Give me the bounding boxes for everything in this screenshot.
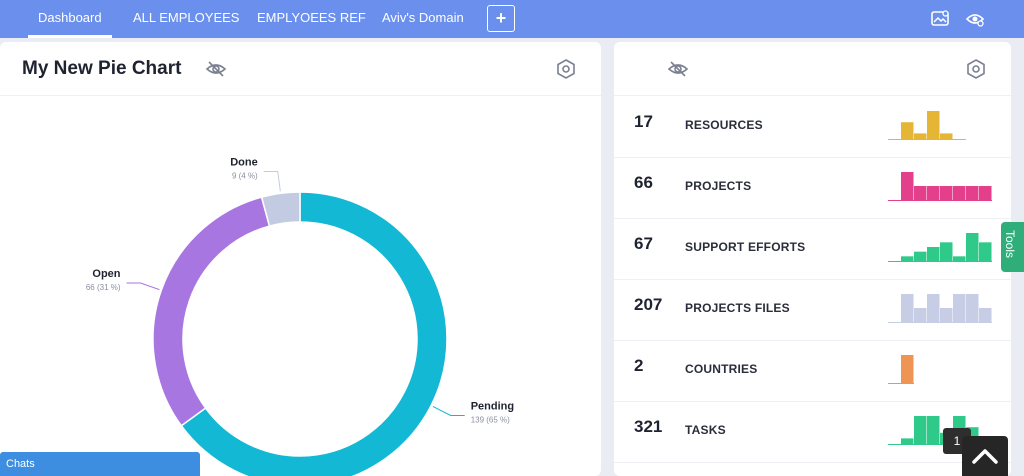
spark-bar — [914, 186, 927, 200]
spark-bar — [901, 438, 914, 444]
spark-bar — [927, 294, 940, 322]
spark-bar — [979, 242, 992, 261]
stat-row-projects-files[interactable]: 207 PROJECTS FILES — [614, 280, 1011, 341]
stat-count: 17 — [634, 112, 653, 131]
spark-bar — [914, 251, 927, 261]
slice-label-pending: Pending — [471, 401, 514, 413]
spark-bar — [914, 308, 927, 322]
spark-bar — [901, 355, 914, 383]
tab-dashboard[interactable]: Dashboard — [28, 0, 112, 38]
settings-hex-icon[interactable] — [555, 58, 577, 80]
slice-done[interactable] — [260, 191, 301, 227]
stat-label: COUNTRIES — [685, 362, 758, 376]
scroll-top-button[interactable] — [962, 436, 1008, 476]
add-tab-button[interactable]: + — [487, 5, 515, 32]
tab-emplyoees-ref[interactable]: EMPLYOEES REF — [257, 10, 366, 25]
stat-label: SUPPORT EFFORTS — [685, 240, 806, 254]
top-nav: Dashboard ALL EMPLOYEES EMPLYOEES REF Av… — [0, 0, 1024, 38]
settings-hex-icon[interactable] — [965, 58, 987, 80]
stats-panel-header — [614, 42, 1011, 96]
spark-bar — [927, 416, 940, 444]
stat-label: TASKS — [685, 423, 726, 437]
chevron-up-icon — [972, 449, 998, 464]
sparkline-projects — [888, 172, 992, 201]
spark-bar — [901, 122, 914, 139]
spark-bar — [979, 186, 992, 200]
slice-pending[interactable] — [180, 191, 448, 476]
stat-row-countries[interactable]: 2 COUNTRIES — [614, 341, 1011, 402]
stat-count: 321 — [634, 417, 663, 436]
stat-row-support-efforts[interactable]: 67 SUPPORT EFFORTS — [614, 219, 1011, 280]
tab-avivs-domain[interactable]: Aviv's Domain — [382, 10, 464, 25]
page-title: My New Pie Chart — [22, 58, 182, 79]
tools-tab[interactable]: Tools — [1001, 222, 1024, 272]
spark-bar — [927, 247, 940, 261]
slice-value-pending: 139 (65 %) — [471, 416, 510, 425]
sparkline-countries — [888, 355, 914, 384]
spark-bar — [940, 186, 953, 200]
leader-line-open — [126, 282, 160, 291]
spark-bar — [940, 242, 953, 261]
stat-count: 207 — [634, 295, 663, 314]
stat-row-resources[interactable]: 17 RESOURCES — [614, 97, 1011, 158]
eye-off-icon[interactable] — [205, 58, 227, 80]
slice-open[interactable] — [152, 196, 271, 427]
donut-chart: Pending 139 (65 %) Open 66 (31 %) Done 9 (4 %… — [86, 156, 514, 476]
chats-bar[interactable]: Chats — [0, 452, 200, 476]
sparkline-resources — [888, 111, 966, 140]
stat-count: 2 — [634, 356, 644, 375]
spark-bar — [953, 294, 966, 322]
eye-settings-icon[interactable] — [965, 9, 985, 29]
pie-chart-panel: My New Pie Chart Pending 139 (65 %) Open 66… — [0, 42, 601, 476]
spark-bar — [966, 186, 979, 200]
spark-bar — [979, 308, 992, 322]
leader-line-pending — [432, 406, 465, 417]
stat-count: 67 — [634, 234, 653, 253]
slice-label-done: Done — [230, 156, 258, 168]
slice-value-open: 66 (31 %) — [86, 283, 121, 292]
stat-row-projects[interactable]: 66 PROJECTS — [614, 158, 1011, 219]
spark-bar — [966, 294, 979, 322]
spark-bar — [940, 133, 953, 139]
leader-line-done — [263, 170, 281, 192]
tools-label: Tools — [1003, 230, 1017, 259]
stats-panel: 17 RESOURCES 66 PROJECTS 67 SUPPORT EFFORTS 20… — [614, 42, 1011, 476]
chats-label: Chats — [6, 458, 35, 470]
sparkline-projects-files — [888, 294, 992, 323]
spark-bar — [927, 186, 940, 200]
spark-bar — [966, 233, 979, 261]
spark-bar — [914, 133, 927, 139]
spark-bar — [940, 308, 953, 322]
sparkline-support-efforts — [888, 233, 992, 262]
stat-label: RESOURCES — [685, 118, 763, 132]
spark-bar — [953, 186, 966, 200]
image-settings-icon[interactable] — [930, 9, 950, 29]
stat-label: PROJECTS — [685, 179, 752, 193]
slice-value-done: 9 (4 %) — [232, 171, 258, 180]
pie-panel-header: My New Pie Chart — [0, 42, 601, 96]
stat-count: 66 — [634, 173, 653, 192]
spark-bar — [953, 256, 966, 261]
spark-bar — [901, 294, 914, 322]
spark-bar — [901, 256, 914, 261]
stat-label: PROJECTS FILES — [685, 301, 790, 315]
eye-off-icon[interactable] — [667, 58, 689, 80]
tab-all-employees[interactable]: ALL EMPLOYEES — [133, 10, 240, 25]
spark-bar — [901, 172, 914, 200]
spark-bar — [914, 416, 927, 444]
spark-bar — [927, 111, 940, 139]
slice-label-open: Open — [92, 268, 120, 280]
